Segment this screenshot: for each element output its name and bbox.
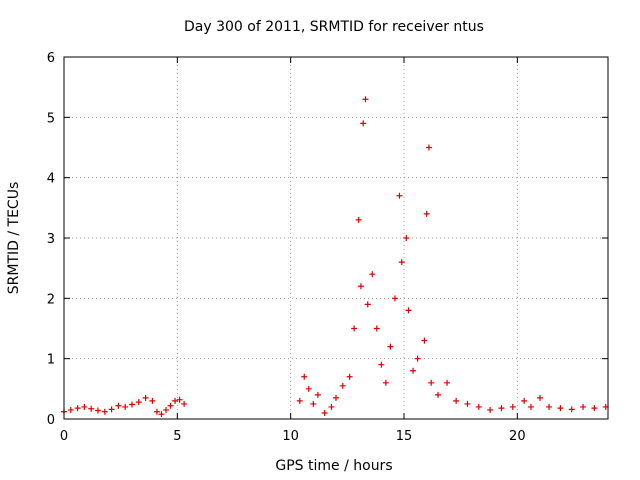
y-axis-ticks: 0 1 2 3 4 5 6	[47, 51, 608, 428]
x-axis-ticks: 0 5 10 15 20	[60, 57, 526, 444]
data-points	[61, 96, 609, 418]
data-point	[67, 406, 74, 413]
data-point	[475, 403, 482, 410]
data-point	[410, 367, 417, 374]
data-point	[487, 406, 494, 413]
data-point	[301, 373, 308, 380]
data-point	[591, 405, 598, 412]
x-tick-label: 5	[173, 429, 181, 444]
data-point	[396, 192, 403, 199]
data-point	[378, 361, 385, 368]
data-point	[172, 397, 179, 404]
data-point	[362, 96, 369, 103]
data-point	[129, 401, 135, 408]
x-tick-label: 0	[60, 429, 68, 444]
data-point	[428, 379, 435, 386]
data-point	[135, 399, 142, 406]
data-point	[74, 405, 81, 412]
data-point	[568, 406, 575, 413]
data-point	[557, 405, 564, 412]
data-point	[360, 120, 367, 127]
data-point	[498, 405, 505, 412]
chart-title: Day 300 of 2011, SRMTID for receiver ntu…	[184, 19, 484, 35]
data-point	[296, 397, 303, 404]
data-point	[142, 394, 149, 401]
x-axis-title: GPS time / hours	[275, 458, 392, 474]
plot-frame	[63, 56, 609, 420]
data-point	[95, 407, 101, 414]
y-tick-label: 5	[47, 111, 55, 126]
data-point	[373, 325, 380, 332]
data-point	[346, 373, 353, 380]
data-point	[181, 400, 188, 407]
x-tick-label: 10	[282, 429, 299, 444]
data-point	[546, 403, 553, 410]
data-point	[453, 397, 460, 404]
data-point	[421, 337, 428, 344]
data-point	[153, 408, 160, 415]
data-point	[414, 355, 421, 362]
data-point	[527, 403, 534, 410]
data-point	[364, 301, 371, 308]
data-point	[369, 271, 376, 278]
data-point	[435, 391, 441, 398]
data-point	[357, 283, 364, 290]
data-point	[405, 307, 412, 314]
data-point	[314, 391, 321, 398]
data-point	[521, 397, 528, 404]
y-tick-label: 6	[47, 51, 55, 66]
y-tick-label: 4	[47, 172, 55, 187]
data-point	[305, 385, 312, 392]
data-point	[176, 396, 183, 403]
data-point	[163, 406, 169, 413]
data-point	[351, 325, 358, 332]
data-point	[444, 379, 451, 386]
data-point	[328, 403, 335, 410]
data-point	[537, 394, 543, 401]
data-point	[387, 343, 394, 350]
data-point	[355, 216, 362, 223]
data-point	[423, 210, 430, 217]
data-point	[115, 402, 122, 409]
data-point	[81, 403, 88, 410]
data-point	[464, 400, 471, 407]
data-point	[580, 403, 587, 410]
data-point	[403, 235, 410, 241]
y-axis-title: SRMTID / TECUs	[6, 182, 22, 295]
data-point	[149, 397, 156, 404]
data-point	[321, 409, 328, 416]
data-point	[391, 295, 398, 302]
data-point	[122, 403, 129, 410]
y-tick-label: 1	[47, 353, 55, 368]
data-point	[108, 406, 115, 413]
data-point	[333, 394, 339, 401]
data-point	[310, 400, 317, 407]
data-point	[167, 402, 174, 409]
data-point	[339, 382, 346, 389]
y-tick-label: 3	[47, 232, 55, 247]
y-tick-label: 2	[47, 292, 55, 307]
grid	[64, 57, 608, 419]
y-tick-label: 0	[47, 413, 55, 428]
data-point	[158, 411, 165, 418]
data-point	[88, 405, 95, 412]
x-tick-label: 20	[509, 429, 526, 444]
data-point	[509, 403, 516, 410]
x-tick-label: 15	[396, 429, 413, 444]
data-point	[382, 379, 389, 386]
data-point	[425, 144, 432, 151]
data-point	[398, 259, 405, 266]
data-point	[101, 408, 108, 415]
